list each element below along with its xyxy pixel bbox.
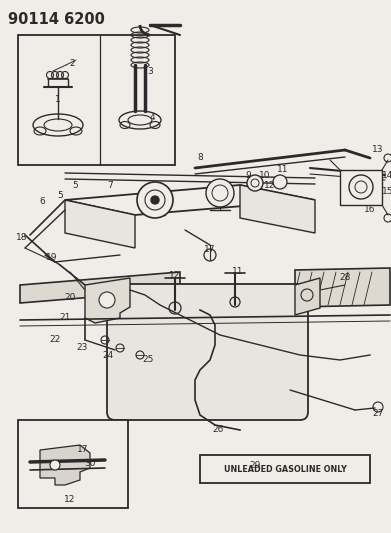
Polygon shape bbox=[65, 185, 315, 215]
Text: 4: 4 bbox=[149, 114, 155, 123]
Text: 17: 17 bbox=[204, 246, 216, 254]
Circle shape bbox=[50, 460, 60, 470]
Text: 9: 9 bbox=[245, 171, 251, 180]
Circle shape bbox=[247, 175, 263, 191]
Text: 8: 8 bbox=[197, 154, 203, 163]
Text: 5: 5 bbox=[72, 181, 78, 190]
Circle shape bbox=[137, 182, 173, 218]
Polygon shape bbox=[240, 185, 315, 233]
Polygon shape bbox=[20, 272, 180, 303]
Circle shape bbox=[151, 196, 159, 204]
Text: 11: 11 bbox=[277, 166, 289, 174]
Text: 26: 26 bbox=[212, 425, 224, 434]
Text: 27: 27 bbox=[372, 408, 384, 417]
Circle shape bbox=[273, 175, 287, 189]
Bar bbox=[18, 35, 175, 165]
Text: 14: 14 bbox=[382, 171, 391, 180]
Text: 17: 17 bbox=[77, 446, 89, 455]
Polygon shape bbox=[65, 200, 135, 248]
Text: 1: 1 bbox=[55, 95, 61, 104]
FancyBboxPatch shape bbox=[107, 284, 308, 420]
Text: 28: 28 bbox=[339, 273, 351, 282]
Circle shape bbox=[206, 179, 234, 207]
Text: 22: 22 bbox=[49, 335, 61, 344]
Circle shape bbox=[99, 292, 115, 308]
Text: UNLEADED GASOLINE ONLY: UNLEADED GASOLINE ONLY bbox=[224, 464, 346, 473]
Polygon shape bbox=[40, 445, 90, 485]
Text: 7: 7 bbox=[107, 181, 113, 190]
Text: 3: 3 bbox=[147, 68, 153, 77]
Polygon shape bbox=[295, 268, 390, 307]
Text: 23: 23 bbox=[76, 343, 88, 352]
Text: 11: 11 bbox=[232, 268, 244, 277]
Bar bbox=[340, 170, 382, 205]
Text: 15: 15 bbox=[382, 188, 391, 197]
Text: 20: 20 bbox=[64, 294, 76, 303]
Polygon shape bbox=[85, 278, 130, 323]
Text: 16: 16 bbox=[364, 206, 376, 214]
Text: 12: 12 bbox=[169, 271, 181, 279]
Bar bbox=[200, 455, 370, 483]
Text: 25: 25 bbox=[142, 356, 154, 365]
Text: 90114 6200: 90114 6200 bbox=[8, 12, 105, 27]
Text: 13: 13 bbox=[372, 146, 384, 155]
Polygon shape bbox=[295, 278, 320, 315]
Text: 21: 21 bbox=[59, 313, 71, 322]
Text: 6: 6 bbox=[39, 198, 45, 206]
Text: 24: 24 bbox=[102, 351, 114, 359]
Text: 12: 12 bbox=[264, 181, 276, 190]
Text: 18: 18 bbox=[16, 233, 28, 243]
Text: 2: 2 bbox=[69, 59, 75, 68]
Text: 10: 10 bbox=[259, 171, 271, 180]
Text: 5: 5 bbox=[57, 190, 63, 199]
Text: 12: 12 bbox=[64, 496, 76, 505]
Text: 30: 30 bbox=[84, 458, 96, 467]
Text: 29: 29 bbox=[249, 461, 261, 470]
Text: 19: 19 bbox=[46, 254, 58, 262]
Bar bbox=[18, 420, 128, 508]
